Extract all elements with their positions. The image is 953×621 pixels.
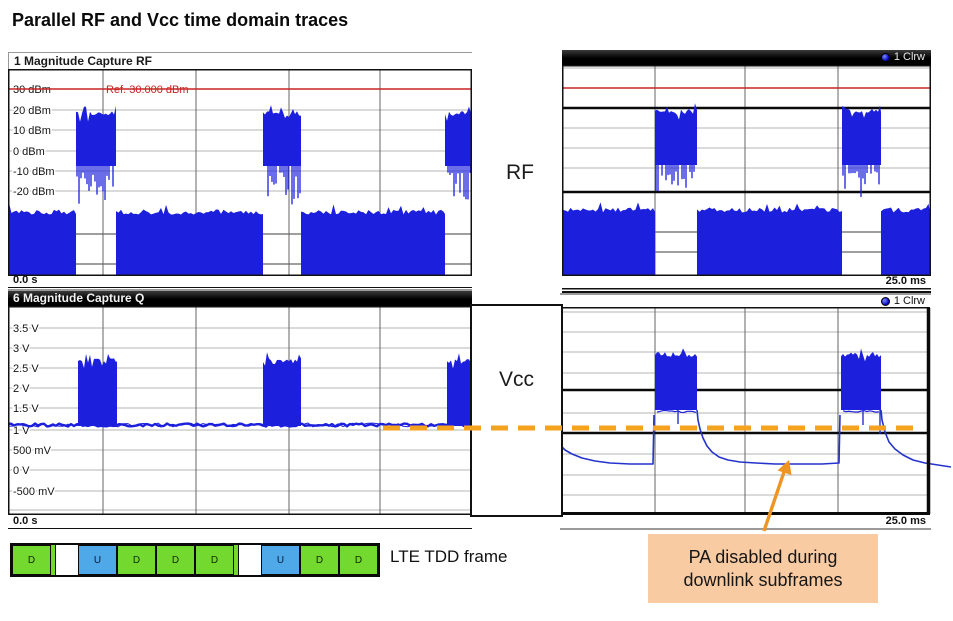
separator-line [562, 288, 931, 294]
trace-color-dot [880, 296, 890, 306]
tdd-slot-label: D [171, 554, 180, 566]
rf-side-label: RF [506, 161, 534, 184]
separator-line [8, 289, 472, 291]
svg-text:Ref. 30.000 dBm: Ref. 30.000 dBm [106, 84, 189, 96]
tdd-slot-label: D [27, 554, 36, 566]
svg-text:0 V: 0 V [13, 465, 30, 477]
tdd-slot-U: U [78, 545, 118, 575]
lte-tdd-frame-caption: LTE TDD frame [390, 547, 508, 566]
tdd-slot-label: D [210, 554, 219, 566]
rf-right-x-end: 25.0 ms [562, 275, 931, 289]
trace-badge-label: 1 Clrw [893, 51, 925, 64]
tdd-slot-label: D [315, 554, 324, 566]
rf-left-plot: 30 dBm 20 dBm 10 dBm 0 dBm -10 dBm -20 dBm Ref… [8, 69, 472, 276]
svg-text:3.5 V: 3.5 V [13, 323, 39, 335]
svg-text:2.5 V: 2.5 V [13, 363, 39, 375]
tdd-slot-label: D [354, 554, 363, 566]
vcc-right-plot [560, 307, 952, 515]
svg-text:10 dBm: 10 dBm [13, 125, 51, 137]
callout-line1: PA disabled during [688, 547, 838, 567]
svg-text:-20 dBm: -20 dBm [13, 186, 55, 198]
svg-text:30 dBm: 30 dBm [13, 84, 51, 96]
svg-text:20 dBm: 20 dBm [13, 105, 51, 117]
separator-line [560, 293, 931, 295]
rf-left-panel: 1 Magnitude Capture RF 30 dBm 20 dBm 10 dB… [8, 52, 472, 288]
svg-text:-500 mV: -500 mV [13, 486, 55, 498]
svg-text:1.5 V: 1.5 V [13, 403, 39, 415]
svg-text:0 dBm: 0 dBm [13, 146, 45, 158]
tdd-slot-U: U [261, 545, 301, 575]
pa-disabled-callout: PA disabled during downlink subframes [648, 534, 878, 603]
trace-badge-rf: 1 Clrw [880, 51, 925, 64]
tdd-slot-label: D [132, 554, 141, 566]
rf-right-header: 1 Clrw [562, 50, 931, 65]
tdd-slot-S [51, 545, 79, 575]
svg-text:1 V: 1 V [13, 425, 30, 437]
tdd-slot-D: D [339, 545, 379, 575]
rf-left-header: 1 Magnitude Capture RF [8, 52, 472, 69]
tdd-slot-S [234, 545, 262, 575]
tdd-slot-D: D [12, 545, 51, 575]
separator-line [560, 528, 931, 530]
vcc-side-label: Vcc [498, 368, 534, 391]
vcc-left-panel: 6 Magnitude Capture Q 3.5 V 3 V 2.5 V 2 V 1.… [8, 289, 472, 530]
trace-badge-label: 1 Clrw [893, 295, 925, 307]
svg-text:3 V: 3 V [13, 343, 30, 355]
vcc-right-panel: 1 Clrw 25.0 ms [560, 293, 952, 530]
vcc-right-x-end: 25.0 ms [560, 515, 931, 528]
vcc-left-x-start: 0.0 s [8, 515, 472, 529]
rf-right-panel: 1 Clrw 25.0 ms [562, 50, 931, 294]
special-subframe-sliver [51, 545, 56, 575]
page-title: Parallel RF and Vcc time domain traces [12, 10, 349, 30]
rf-left-x-start: 0.0 s [8, 274, 472, 288]
trace-color-dot [880, 52, 890, 62]
tdd-slot-D: D [117, 545, 157, 575]
tdd-slot-label: U [276, 554, 285, 566]
callout-line2: downlink subframes [683, 569, 843, 590]
tdd-slot-D: D [195, 545, 235, 575]
special-subframe-sliver [234, 545, 240, 575]
rf-right-plot [562, 64, 931, 276]
vcc-right-header: 1 Clrw [560, 295, 931, 307]
svg-text:500 mV: 500 mV [13, 445, 52, 457]
vcc-left-header: 6 Magnitude Capture Q [8, 291, 472, 306]
svg-text:2 V: 2 V [13, 383, 30, 395]
tdd-slot-D: D [156, 545, 196, 575]
tdd-slot-D: D [300, 545, 340, 575]
vcc-connector-box [470, 304, 563, 517]
svg-text:-10 dBm: -10 dBm [13, 166, 55, 178]
trace-badge-vcc: 1 Clrw [880, 295, 925, 307]
tdd-slot-label: U [93, 554, 102, 566]
vcc-left-plot: 3.5 V 3 V 2.5 V 2 V 1.5 V 1 V 500 mV 0 V -500 mV [8, 306, 472, 515]
